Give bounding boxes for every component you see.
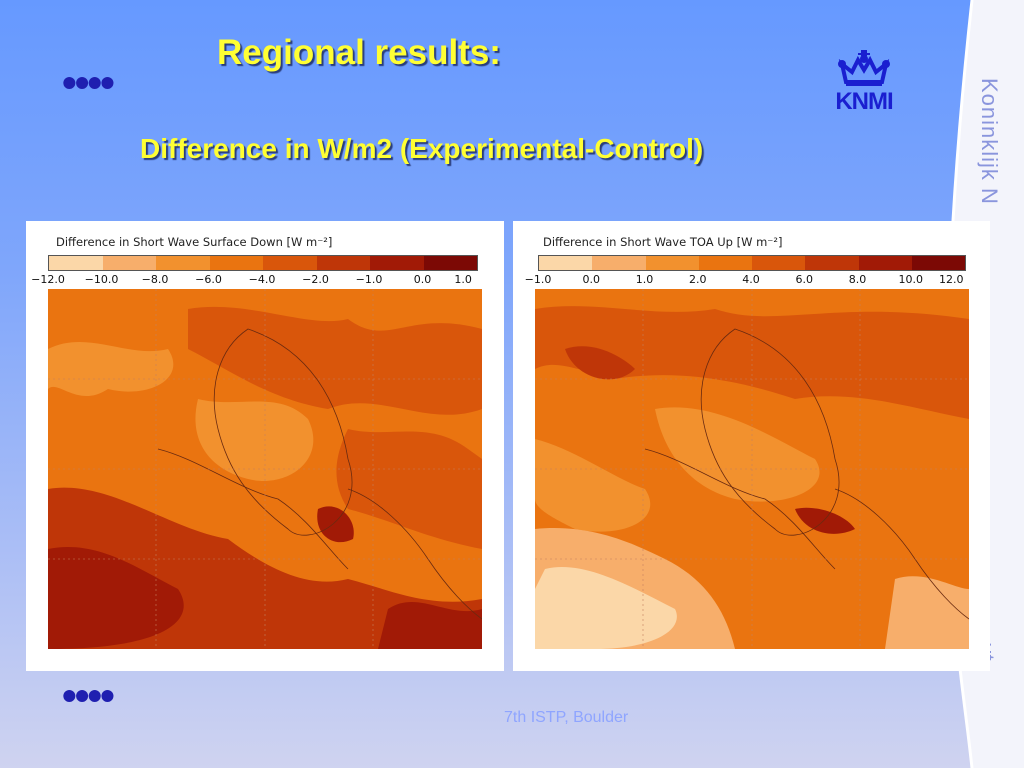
side-text-institute: Koninklijk N [977, 78, 1002, 205]
tick-label: −1.0 [524, 273, 552, 286]
colorbar-swatch [263, 256, 317, 270]
map-surface-down [48, 289, 482, 649]
tick-label: 6.0 [795, 273, 814, 286]
colorbar-swatch [752, 256, 806, 270]
tick-label: −10.0 [84, 273, 119, 286]
colorbar-swatch [645, 256, 699, 270]
colorbar-swatch [49, 256, 103, 270]
colorbar-ticks: −1.0 0.0 1.0 2.0 4.0 6.0 8.0 10.0 12.0 [525, 273, 964, 287]
tick-label: −4.0 [248, 273, 276, 286]
slide-title: Regional results: [217, 33, 501, 72]
tick-label: −8.0 [141, 273, 169, 286]
bullet-dots-bottom: •••• [62, 672, 115, 719]
knmi-logo: KNMI [824, 50, 904, 115]
map-panel-toa-up: Difference in Short Wave TOA Up [W m⁻²] … [513, 221, 990, 671]
colorbar-ticks: −12.0 −10.0 −8.0 −6.0 −4.0 −2.0 −1.0 0.0… [31, 273, 476, 287]
tick-label: 12.0 [938, 273, 964, 286]
tick-label: 0.0 [582, 273, 601, 286]
colorbar-swatch [698, 256, 752, 270]
tick-label: −2.0 [302, 273, 329, 286]
colorbar-swatch [911, 256, 965, 270]
colorbar [538, 255, 966, 271]
map-toa-up [535, 289, 969, 649]
tick-label: 2.0 [689, 273, 707, 286]
bullet-dots-top: •••• [62, 59, 115, 106]
colorbar-swatch [209, 256, 263, 270]
slide-subtitle: Difference in W/m2 (Experimental-Control… [140, 133, 704, 164]
crown-icon [838, 50, 890, 86]
colorbar-swatch [316, 256, 370, 270]
colorbar-swatch [423, 256, 477, 270]
colorbar [48, 255, 478, 271]
map-panel-surface-down: Difference in Short Wave Surface Down [W… [26, 221, 504, 671]
tick-label: 1.0 [454, 273, 472, 286]
tick-label: 0.0 [413, 273, 432, 286]
colorbar-swatch [592, 256, 646, 270]
tick-label: 1.0 [635, 273, 654, 286]
tick-label: −12.0 [31, 273, 65, 286]
colorbar-swatch [858, 256, 912, 270]
tick-label: 4.0 [742, 273, 760, 286]
logo-text: KNMI [835, 88, 893, 115]
colorbar-title: Difference in Short Wave Surface Down [W… [56, 235, 333, 249]
colorbar-swatch [370, 256, 424, 270]
colorbar-swatch [102, 256, 156, 270]
colorbar-swatch [805, 256, 859, 270]
colorbar-swatch [156, 256, 210, 270]
tick-label: 8.0 [848, 273, 867, 286]
tick-label: 10.0 [898, 273, 924, 286]
tick-label: −6.0 [195, 273, 222, 286]
tick-label: −1.0 [355, 273, 383, 286]
colorbar-title: Difference in Short Wave TOA Up [W m⁻²] [543, 235, 783, 249]
footer-text: 7th ISTP, Boulder [504, 709, 629, 726]
colorbar-swatch [539, 256, 593, 270]
